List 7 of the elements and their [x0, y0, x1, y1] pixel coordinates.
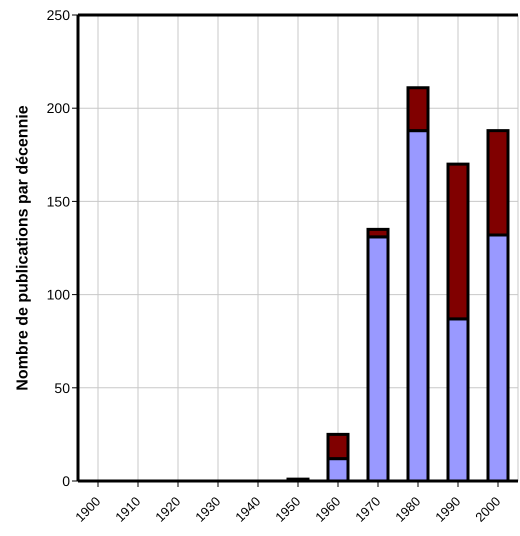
y-tick-label: 50	[54, 380, 70, 396]
y-tick-label: 100	[46, 286, 70, 303]
y-tick-label: 200	[46, 100, 70, 116]
y-tick-label: 250	[46, 6, 70, 23]
y-tick-label: 150	[46, 193, 70, 210]
y-axis-title: Nombre de publications par décennie	[14, 105, 32, 391]
y-tick-label: 0	[62, 472, 70, 489]
